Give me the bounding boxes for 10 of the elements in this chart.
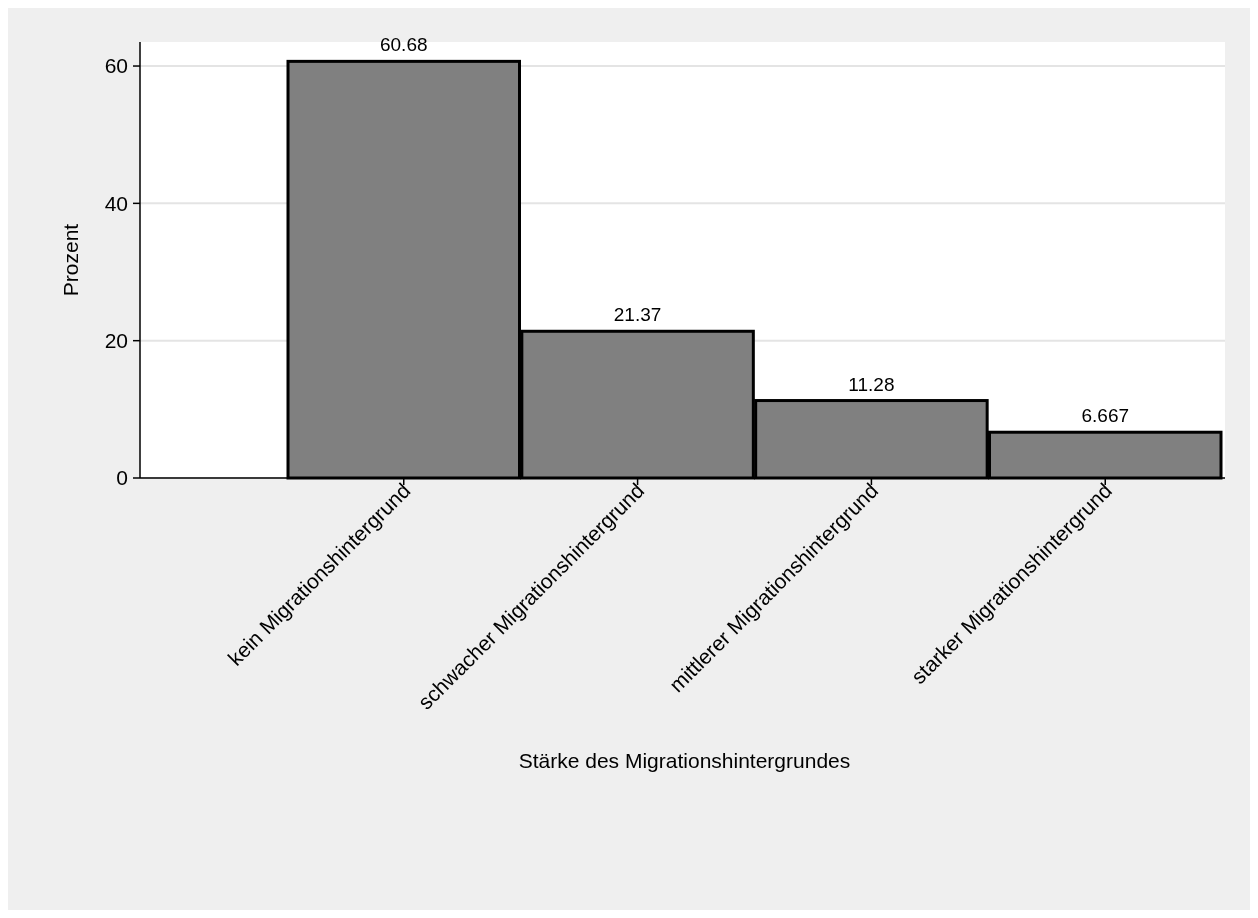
y-tick-label: 0: [116, 466, 128, 490]
y-tick-label: 60: [104, 54, 128, 78]
x-axis-title: Stärke des Migrationshintergrundes: [518, 749, 851, 772]
y-tick-label: 40: [104, 191, 128, 215]
data-label: 11.28: [848, 373, 895, 395]
data-label: 6.667: [1081, 405, 1130, 427]
y-tick-label: 20: [104, 329, 128, 353]
data-label: 60.68: [379, 34, 428, 56]
y-axis-title: Prozent: [59, 223, 82, 297]
data-label: 21.37: [613, 304, 662, 326]
